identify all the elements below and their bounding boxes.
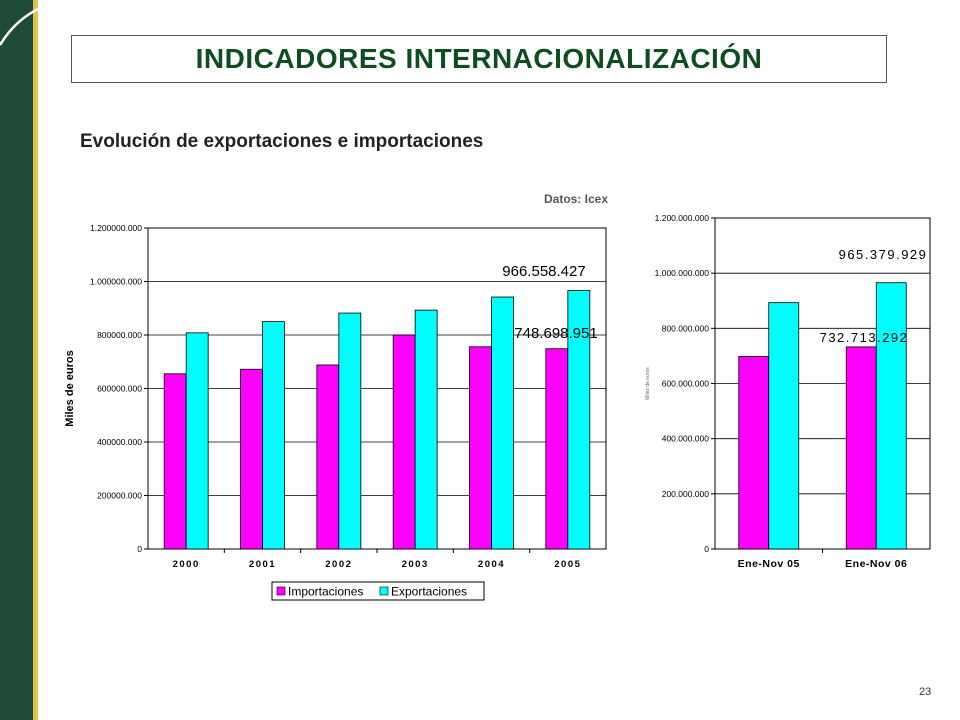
data-label: 732.713.292 bbox=[820, 330, 909, 345]
x-tick-label: 2005 bbox=[554, 559, 581, 570]
chart-subtitle: Evolución de exportaciones e importacion… bbox=[80, 131, 484, 152]
y-tick-label: 200.000.000 bbox=[662, 489, 710, 499]
bar-exportaciones-2005 bbox=[567, 290, 591, 550]
bar-importaciones-2003 bbox=[392, 334, 416, 550]
ene-nov-bar-chart: 0 200.000.000 400.000.000 600.000.000 800.00… bbox=[645, 213, 931, 570]
bar-importaciones-2000 bbox=[163, 373, 187, 550]
y-tick-label: 200000.000 bbox=[97, 491, 142, 501]
bar-exportaciones-2002 bbox=[338, 312, 362, 550]
side-stripe bbox=[33, 0, 38, 720]
legend bbox=[271, 581, 485, 601]
x-tick-label: Ene-Nov 06 bbox=[845, 558, 907, 570]
y-tick-label: 400.000.000 bbox=[662, 434, 710, 444]
x-tick-label: 2004 bbox=[478, 559, 505, 570]
bar-exportaciones-2004 bbox=[491, 296, 514, 550]
legend-swatch-importaciones bbox=[276, 586, 286, 596]
y-tick-label: 1.000000.000 bbox=[90, 277, 142, 287]
data-source: Datos: Icex bbox=[544, 192, 609, 206]
page-title: INDICADORES INTERNACIONALIZACIÓN bbox=[195, 43, 763, 74]
y-tick-label: 800.000.000 bbox=[662, 323, 710, 333]
y-axis-label: Miles de euros bbox=[645, 367, 651, 400]
title-box: INDICADORES INTERNACIONALIZACIÓN bbox=[71, 35, 887, 83]
x-tick-label: 2000 bbox=[173, 559, 200, 570]
bar-importaciones-2002 bbox=[316, 364, 340, 550]
legend-label-importaciones: Importaciones bbox=[288, 585, 363, 599]
legend-swatch-exportaciones bbox=[379, 586, 389, 596]
y-tick-label: 600000.000 bbox=[97, 384, 142, 394]
y-tick-label: 800000.000 bbox=[97, 330, 142, 340]
data-label: 748.698.951 bbox=[514, 325, 597, 342]
y-axis-label: Miles de euros bbox=[64, 350, 76, 426]
legend-label-exportaciones: Exportaciones bbox=[391, 585, 467, 599]
bar-importaciones-2005 bbox=[545, 348, 569, 550]
bar-importaciones-2001 bbox=[240, 368, 263, 550]
x-tick-label: 2003 bbox=[402, 559, 429, 570]
bar-importaciones-ene-nov-05 bbox=[738, 356, 770, 550]
y-tick-label: 400000.000 bbox=[97, 437, 142, 447]
data-label: 965.379.929 bbox=[839, 247, 928, 262]
y-tick-label: 0 bbox=[137, 544, 142, 554]
page-number: 23 bbox=[919, 686, 932, 698]
bar-exportaciones-2000 bbox=[185, 332, 209, 550]
bar-importaciones-2004 bbox=[469, 346, 492, 550]
bar-exportaciones-2003 bbox=[414, 309, 438, 550]
bar-exportaciones-ene-nov-06 bbox=[875, 282, 907, 550]
y-tick-label: 0 bbox=[704, 544, 709, 554]
x-tick-label: 2001 bbox=[249, 559, 276, 570]
bar-exportaciones-ene-nov-05 bbox=[768, 302, 800, 550]
decorative-arc bbox=[0, 6, 40, 46]
side-band bbox=[0, 0, 33, 720]
y-tick-label: 1.200000.000 bbox=[90, 223, 142, 233]
y-tick-label: 600.000.000 bbox=[662, 379, 710, 389]
data-label: 966.558.427 bbox=[502, 263, 585, 280]
x-tick-label: Ene-Nov 05 bbox=[738, 558, 800, 570]
bar-importaciones-ene-nov-06 bbox=[845, 346, 877, 550]
annual-bar-chart: 0 200000.000 400000.000 600000.000 800000.00… bbox=[64, 223, 607, 601]
y-tick-label: 1.200.000.000 bbox=[655, 213, 710, 223]
bar-exportaciones-2001 bbox=[262, 321, 285, 550]
x-tick-label: 2002 bbox=[325, 559, 352, 570]
y-tick-label: 1.000.000.000 bbox=[655, 268, 710, 278]
